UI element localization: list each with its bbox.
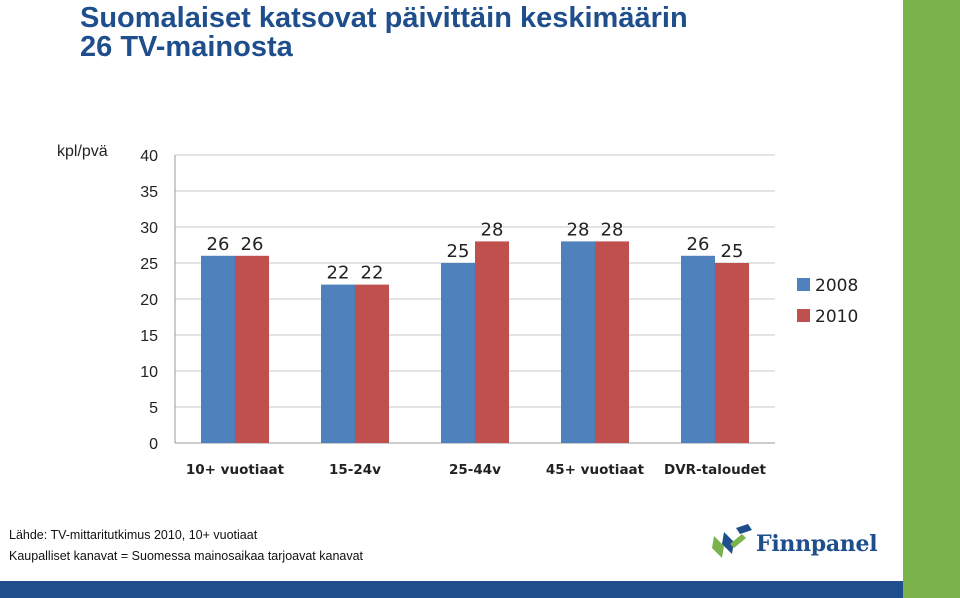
decorative-blue-bar <box>0 581 903 598</box>
data-label: 26 <box>241 234 264 255</box>
data-label: 28 <box>567 219 590 240</box>
y-tick-label: 40 <box>140 148 158 165</box>
y-tick-label: 25 <box>140 256 158 273</box>
title-line-2: 26 TV-mainosta <box>80 31 293 63</box>
channel-note: Kaupalliset kanavat = Suomessa mainosaik… <box>9 549 364 563</box>
x-tick-label: DVR-taloudet <box>664 462 767 478</box>
bar-2010 <box>475 241 509 443</box>
legend-label: 2008 <box>815 276 858 296</box>
bar-2008 <box>441 263 475 443</box>
bar-2008 <box>201 255 235 443</box>
y-tick-label: 5 <box>149 400 158 417</box>
y-tick-label: 20 <box>140 292 158 309</box>
data-label: 25 <box>721 241 744 262</box>
y-tick-label: 10 <box>140 364 158 381</box>
data-label: 22 <box>361 263 384 284</box>
x-tick-label: 25-44v <box>449 462 501 478</box>
legend-label: 2010 <box>815 307 858 327</box>
y-axis-unit-label: kpl/pvä <box>57 143 108 160</box>
y-tick-label: 30 <box>140 220 158 237</box>
bar-2010 <box>595 241 629 443</box>
chart-title: Suomalaiset katsovat päivittäin keskimää… <box>80 4 880 62</box>
finnpanel-logo-text: Finnpanel <box>756 531 878 557</box>
data-label: 26 <box>687 234 710 255</box>
source-note: Lähde: TV-mittaritutkimus 2010, 10+ vuot… <box>9 528 258 542</box>
bar-2010 <box>715 263 749 443</box>
data-label: 28 <box>601 219 624 240</box>
data-label: 26 <box>207 234 230 255</box>
data-label: 25 <box>447 241 470 262</box>
bar-2008 <box>681 255 715 443</box>
y-tick-label: 15 <box>140 328 158 345</box>
data-label: 28 <box>481 219 504 240</box>
x-tick-label: 10+ vuotiaat <box>186 462 285 478</box>
decorative-green-bar <box>903 0 960 598</box>
y-tick-label: 0 <box>149 436 158 453</box>
title-line-1: Suomalaiset katsovat päivittäin keskimää… <box>80 2 688 34</box>
bar-2010 <box>355 284 389 443</box>
x-tick-label: 15-24v <box>329 462 381 478</box>
legend-swatch-2008 <box>797 278 810 291</box>
y-tick-label: 35 <box>140 184 158 201</box>
bar-2008 <box>561 241 595 443</box>
finnpanel-logo-icon <box>712 524 752 558</box>
bar-2010 <box>235 255 269 443</box>
bar-chart: 0 5 10 15 20 25 30 35 40 26 26 10+ vuotiaat 22 22 15-2… <box>140 148 858 478</box>
data-label: 22 <box>327 263 350 284</box>
legend-swatch-2010 <box>797 309 810 322</box>
bar-2008 <box>321 284 355 443</box>
x-tick-label: 45+ vuotiaat <box>546 462 645 478</box>
